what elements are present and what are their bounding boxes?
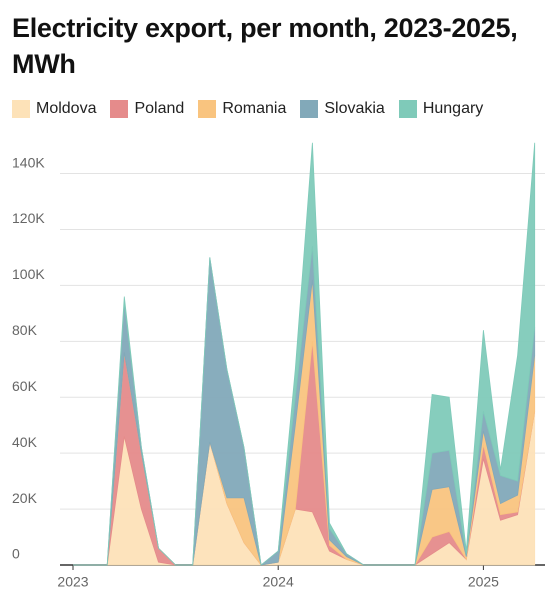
y-tick-label: 20K [12, 490, 38, 506]
y-tick-label: 0 [12, 546, 20, 562]
y-tick-label: 60K [12, 378, 38, 394]
legend: Moldova Poland Romania Slovakia Hungary [12, 100, 483, 118]
legend-label: Romania [222, 100, 287, 117]
legend-label: Hungary [422, 100, 484, 117]
y-tick-label: 120K [12, 210, 45, 226]
legend-item: Slovakia [300, 100, 385, 118]
chart-title: Electricity export, per month, 2023-2025… [12, 13, 518, 79]
legend-item: Hungary [398, 100, 484, 118]
legend-swatch [398, 100, 417, 118]
x-tick-label: 2025 [468, 574, 499, 590]
y-tick-label: 40K [12, 434, 38, 450]
legend-swatch [110, 100, 129, 118]
legend-label: Slovakia [324, 100, 385, 117]
legend-label: Moldova [36, 100, 97, 117]
y-tick-label: 100K [12, 266, 45, 282]
legend-swatch [300, 100, 319, 118]
x-tick-label: 2023 [57, 574, 88, 590]
y-tick-label: 140K [12, 154, 45, 170]
x-tick-label: 2024 [263, 574, 294, 590]
legend-item: Poland [110, 100, 184, 118]
legend-item: Moldova [12, 100, 96, 118]
legend-swatch [198, 100, 217, 118]
y-tick-label: 80K [12, 322, 38, 338]
legend-item: Romania [198, 100, 286, 118]
legend-swatch [12, 100, 30, 118]
area [73, 142, 536, 566]
legend-label: Poland [134, 100, 185, 117]
